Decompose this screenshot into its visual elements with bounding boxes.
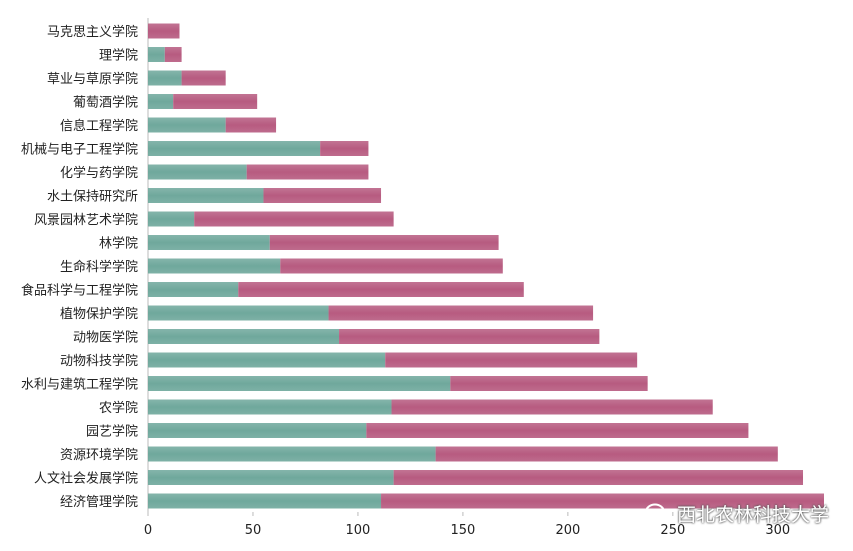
bar-segment bbox=[263, 188, 382, 203]
bar-segment bbox=[148, 70, 182, 86]
category-label: 风景园林艺术学院 bbox=[34, 212, 138, 228]
bar-segment bbox=[148, 258, 281, 274]
category-label: 理学院 bbox=[99, 48, 138, 64]
bar-segment bbox=[181, 70, 226, 86]
bar-segment bbox=[148, 164, 247, 180]
x-tick-label: 0 bbox=[144, 523, 152, 538]
category-label: 动物科技学院 bbox=[60, 353, 138, 369]
bar-segment bbox=[450, 376, 648, 391]
category-label: 信息工程学院 bbox=[60, 118, 138, 134]
bar-segment bbox=[148, 23, 180, 39]
bar-segment bbox=[269, 235, 499, 250]
bar-segment bbox=[225, 117, 277, 133]
bar-segment bbox=[148, 305, 329, 321]
wechat-icon bbox=[644, 503, 671, 523]
watermark: 西北农林科技大学 bbox=[644, 500, 829, 527]
bar-segment bbox=[148, 47, 165, 62]
category-label: 水利与建筑工程学院 bbox=[21, 377, 138, 393]
watermark-text: 西北农林科技大学 bbox=[676, 504, 829, 526]
bar-segment bbox=[393, 470, 804, 485]
category-label: 化学与药学院 bbox=[60, 165, 138, 181]
bar-segment bbox=[148, 94, 174, 109]
bar-segment bbox=[381, 493, 824, 509]
bar-segment bbox=[148, 470, 394, 485]
bar-segment bbox=[164, 47, 182, 62]
category-label: 生命科学学院 bbox=[60, 259, 138, 275]
bar-segment bbox=[148, 141, 321, 156]
x-tick-label: 300 bbox=[765, 523, 790, 538]
bar-segment bbox=[148, 493, 382, 509]
x-tick-label: 100 bbox=[346, 523, 371, 538]
x-tick-label: 200 bbox=[555, 523, 580, 538]
bar-segment bbox=[148, 446, 436, 462]
bar-segment bbox=[435, 446, 778, 462]
category-label: 水土保持研究所 bbox=[47, 190, 138, 205]
bar-segment bbox=[194, 211, 394, 227]
bar-segment bbox=[148, 117, 226, 133]
bar-segment bbox=[148, 399, 392, 415]
category-label: 农学院 bbox=[99, 400, 138, 416]
bar-segment bbox=[148, 235, 270, 250]
bar-segment bbox=[148, 352, 386, 368]
bar-segment bbox=[246, 164, 369, 180]
x-tick-label: 50 bbox=[245, 523, 262, 538]
category-label: 林学院 bbox=[99, 236, 138, 252]
bar-segment bbox=[173, 94, 258, 109]
bar-segment bbox=[339, 329, 600, 344]
category-label: 资源环境学院 bbox=[60, 447, 138, 463]
category-label: 经济管理学院 bbox=[60, 494, 138, 510]
category-label: 葡萄酒学院 bbox=[73, 95, 138, 111]
bar-segment bbox=[385, 352, 638, 368]
bar-segment bbox=[148, 282, 239, 297]
x-tick-label: 250 bbox=[660, 523, 685, 538]
category-label: 机械与电子工程学院 bbox=[21, 142, 138, 158]
category-label: 植物保护学院 bbox=[60, 306, 138, 322]
bar-segment bbox=[148, 376, 451, 391]
bar-segment bbox=[366, 423, 749, 438]
category-label: 马克思主义学院 bbox=[47, 24, 138, 40]
bar-segment bbox=[148, 211, 195, 227]
bar-segment bbox=[148, 188, 264, 203]
bar-segment bbox=[148, 423, 367, 438]
category-label: 人文社会发展学院 bbox=[34, 471, 138, 487]
bar-segment bbox=[280, 258, 503, 274]
category-label: 园艺学院 bbox=[86, 424, 138, 440]
bar-segment bbox=[391, 399, 713, 415]
bar-segment bbox=[148, 329, 340, 344]
category-label: 动物医学院 bbox=[73, 330, 138, 346]
x-tick-label: 150 bbox=[450, 523, 475, 538]
bar-segment bbox=[328, 305, 594, 321]
bar-segment bbox=[320, 141, 369, 156]
bar-segment bbox=[238, 282, 524, 297]
category-label: 草业与草原学院 bbox=[47, 71, 138, 87]
category-label: 食品科学与工程学院 bbox=[21, 283, 138, 299]
